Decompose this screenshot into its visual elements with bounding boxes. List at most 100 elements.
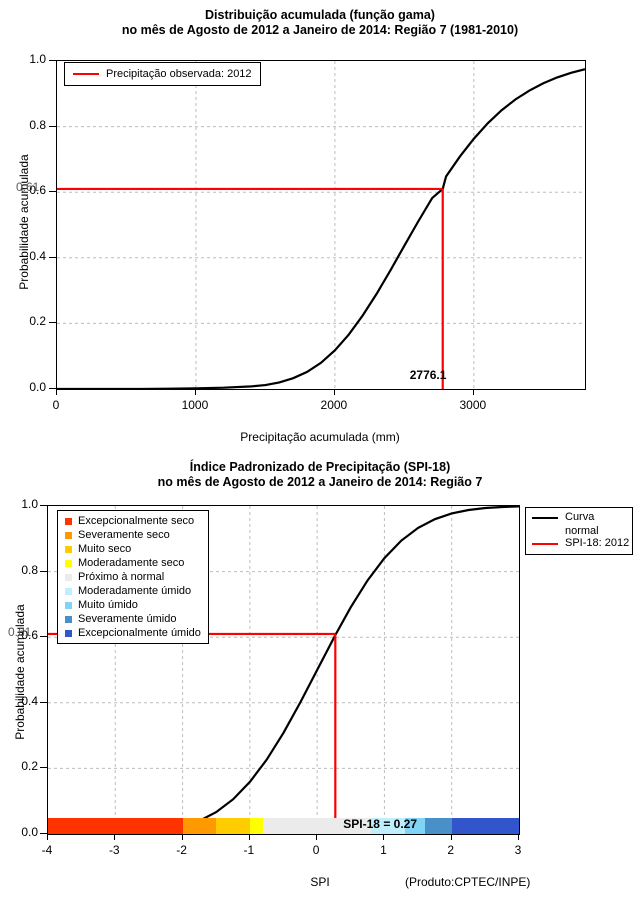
top-ytick-mark: [49, 256, 56, 258]
top-ytick-mark: [49, 322, 56, 324]
top-chart-ylabel: Probabilidade acumulada: [17, 154, 31, 290]
spi-category-legend-item: Moderadamente úmido: [65, 584, 201, 598]
top-ytick-mark: [49, 388, 56, 389]
top-xtick-mark: [472, 389, 474, 395]
bottom-xtick-mark: [47, 834, 48, 840]
top-xtick-mark: [194, 389, 196, 395]
bottom-xtick-mark: [181, 834, 183, 840]
spi-colorbar: [48, 818, 519, 834]
colorbar-segment: [451, 818, 519, 834]
bottom-ytick-mark: [40, 833, 47, 834]
top-ytick-label: 0.0: [29, 380, 46, 394]
colorbar-segment: [263, 818, 371, 834]
top-ytick-mark: [49, 191, 56, 193]
spi-category-legend-item: Severamente seco: [65, 528, 201, 542]
bottom-xtick-mark: [450, 834, 452, 840]
bottom-chart-spi-marker: [48, 632, 337, 834]
spi-category-legend-item: Severamente úmido: [65, 612, 201, 626]
colorbar-segment: [216, 818, 250, 834]
top-ytick-mark: [49, 60, 56, 61]
category-label: Próximo à normal: [78, 570, 165, 583]
spi-category-legend-item: Muito seco: [65, 542, 201, 556]
category-label: Excepcionalmente seco: [78, 514, 195, 527]
red-line-icon: [73, 73, 99, 75]
top-chart-xlabel: Precipitação acumulada (mm): [240, 430, 400, 444]
curve-legend-item: Curva normal: [532, 512, 626, 537]
curve-legend-label: SPI-18: 2012: [565, 537, 630, 549]
bottom-xtick-label: -1: [243, 843, 255, 857]
top-xtick-label: 0: [52, 398, 60, 412]
bottom-xtick-mark: [316, 834, 318, 840]
spi-category-legend-list: Excepcionalmente seco Severamente seco Mui…: [65, 514, 201, 640]
top-xtick-label: 3000: [459, 398, 487, 412]
category-color-swatch: [65, 629, 72, 637]
bottom-ytick-mark: [40, 701, 47, 703]
top-chart-title: Distribuição acumulada (função gama) no …: [0, 8, 640, 38]
bottom-ytick-mark: [40, 570, 47, 572]
bottom-chart-xlabel: SPI: [310, 875, 330, 889]
category-color-swatch: [65, 587, 72, 595]
bottom-chart-ylabel: Probabilidade acumulada: [13, 604, 27, 740]
bottom-ytick-mark: [40, 505, 47, 506]
product-credit: (Produto:CPTEC/INPE): [405, 875, 531, 889]
legend-item-observed: Precipitação observada: 2012: [73, 67, 252, 81]
bottom-ytick-label: 1.0: [21, 497, 38, 511]
bottom-xtick-label: -3: [108, 843, 120, 857]
bottom-xtick-mark: [383, 834, 385, 840]
bottom-xtick-mark: [114, 834, 116, 840]
category-color-swatch: [65, 615, 72, 623]
bottom-xtick-label: 1: [380, 843, 387, 857]
spi-category-legend-item: Excepcionalmente úmido: [65, 626, 201, 640]
bottom-xtick-mark: [518, 834, 519, 840]
bottom-chart-title-line1: Índice Padronizado de Precipitação (SPI-…: [189, 460, 451, 474]
colorbar-segment: [370, 818, 405, 834]
curve-legend-label-line2: normal: [565, 525, 599, 537]
spi-category-legend: Excepcionalmente seco Severamente seco Mui…: [57, 510, 209, 644]
category-color-swatch: [65, 545, 72, 553]
top-ytick-label: 0.4: [29, 248, 46, 263]
category-label: Severamente úmido: [78, 612, 177, 625]
top-chart-title-line2: no mês de Agosto de 2012 a Janeiro de 20…: [121, 23, 519, 37]
top-ytick-label: 0.2: [29, 314, 46, 329]
category-label: Severamente seco: [78, 528, 170, 541]
colorbar-segment: [48, 818, 183, 834]
bottom-ytick-label: 0.8: [21, 562, 38, 577]
bottom-xtick-mark: [248, 834, 250, 840]
top-xtick-label: 1000: [181, 398, 209, 412]
spi-category-legend-item: Próximo à normal: [65, 570, 201, 584]
bottom-xtick-label: 0: [312, 843, 320, 857]
bottom-chart-title-line2: no mês de Agosto de 2012 a Janeiro de 20…: [157, 475, 483, 489]
colorbar-segment: [424, 818, 452, 834]
top-ytick-mark: [49, 125, 56, 127]
top-ytick-label: 0.8: [29, 117, 46, 132]
top-chart-plot-area: [56, 60, 586, 390]
top-xtick-label: 2000: [320, 398, 348, 412]
bottom-ytick-label: 0.6: [21, 628, 38, 643]
top-chart-prob-annotation: 0.61: [16, 179, 40, 194]
top-ytick-label: 1.0: [29, 52, 46, 66]
top-chart-gridlines: [57, 61, 585, 389]
bottom-ytick-mark: [40, 767, 47, 769]
category-label: Muito seco: [78, 542, 132, 555]
category-color-swatch: [65, 573, 72, 581]
colorbar-segment: [249, 818, 264, 834]
top-xtick-mark: [56, 389, 57, 395]
top-xtick-mark: [333, 389, 335, 395]
bottom-xtick-label: -4: [41, 843, 53, 857]
curve-legend-item: SPI-18: 2012: [532, 537, 630, 549]
spi-category-legend-item: Muito úmido: [65, 598, 201, 612]
bottom-ytick-label: 0.2: [21, 759, 38, 774]
category-color-swatch: [65, 601, 72, 609]
category-label: Moderadamente seco: [78, 556, 185, 569]
bottom-xtick-label: -2: [176, 843, 187, 857]
top-chart-value-annotation: 2776.1: [409, 368, 447, 382]
top-chart-canvas: [57, 61, 585, 389]
bottom-ytick-label: 0.4: [21, 693, 38, 708]
red-line-icon: [532, 543, 558, 545]
category-color-swatch: [65, 531, 72, 539]
bottom-chart-curve-legend-list: Curva normal SPI-18: 2012: [532, 512, 630, 549]
bottom-chart-curve-legend: Curva normal SPI-18: 2012: [525, 507, 633, 555]
category-label: Excepcionalmente úmido: [78, 626, 201, 639]
colorbar-segment: [182, 818, 217, 834]
